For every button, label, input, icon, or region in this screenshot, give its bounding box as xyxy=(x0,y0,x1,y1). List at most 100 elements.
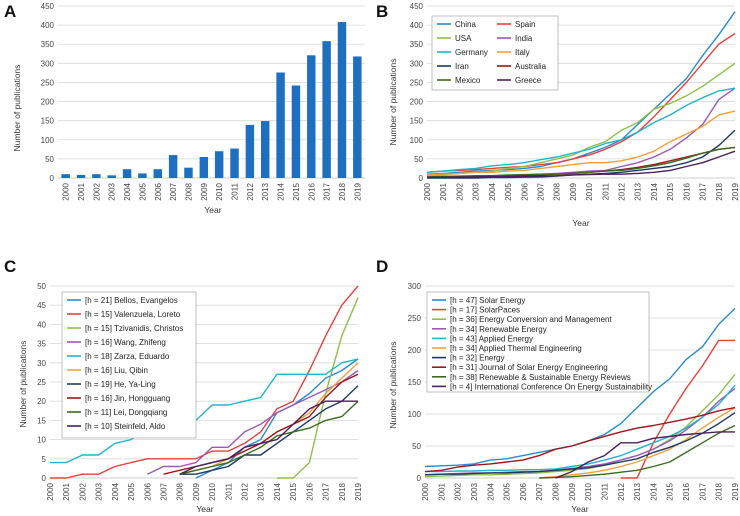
panel-d-xtick: 2001 xyxy=(437,482,446,500)
panel-c-xtick: 2001 xyxy=(62,482,71,500)
legend-label: Spain xyxy=(515,20,535,29)
panel-a-xtick: 2014 xyxy=(277,182,286,200)
series-line-steinfeld-aldo xyxy=(179,400,358,475)
panel-b-xtick: 2003 xyxy=(472,182,481,200)
bar-2014 xyxy=(276,72,285,178)
series-line-energy xyxy=(424,412,736,476)
panel-d-xtick: 2008 xyxy=(552,482,561,500)
panel-c-xtick: 2005 xyxy=(127,482,136,500)
panel-b-xtick: 2011 xyxy=(601,182,610,200)
panel-a-xtick: 2001 xyxy=(77,182,86,200)
panel-a-xtick: 2011 xyxy=(231,182,240,200)
bar-2016 xyxy=(307,55,316,178)
panel-c-xtick: 2008 xyxy=(176,482,185,500)
panel-b-xtick: 2019 xyxy=(731,182,740,200)
panel-b-ytick: 300 xyxy=(410,59,424,68)
panel-d-xtick: 2005 xyxy=(503,482,512,500)
legend-label: [h = 16] Wang, Zhifeng xyxy=(85,338,166,347)
panel-a-xtick: 2012 xyxy=(246,182,255,200)
legend-label: [h = 15] Valenzuela, Loreto xyxy=(85,310,181,319)
bar-2017 xyxy=(322,41,331,178)
panel-d-xtick: 2007 xyxy=(535,482,544,500)
legend-label: [h = 18] Zarza, Eduardo xyxy=(85,352,170,361)
bar-2009 xyxy=(199,156,209,178)
panel-b-xtick: 2017 xyxy=(699,182,708,200)
bar-2002 xyxy=(92,174,101,178)
panel-d-xtick: 2012 xyxy=(617,482,626,500)
legend-label: [h = 19] He, Ya-Ling xyxy=(85,380,156,389)
panel-a-ylabel: Number of publications xyxy=(12,65,22,152)
series-line-renewable-sustainable-energy-reviews xyxy=(539,424,736,479)
panel-d-xtick: 2006 xyxy=(519,482,528,500)
panel-d-xtick: 2011 xyxy=(600,482,609,500)
panel-c-xtick: 2016 xyxy=(305,482,314,500)
series-line-italy xyxy=(426,110,736,176)
panel-a-xtick: 2008 xyxy=(184,182,193,200)
panel-b-xtick: 2005 xyxy=(504,182,513,200)
series-line-applied-energy xyxy=(425,384,736,473)
panel-c-ytick: 25 xyxy=(37,378,46,387)
panel-d-ytick: 150 xyxy=(408,378,422,387)
panel-a-letter: A xyxy=(4,2,16,21)
legend-label: [h = 16] Jin, Hongguang xyxy=(85,394,170,403)
panel-c-ytick: 15 xyxy=(37,416,46,425)
panel-a-ytick: 150 xyxy=(41,117,55,126)
panel-d-xtick: 2002 xyxy=(454,482,463,500)
panel-a-xtick: 2015 xyxy=(292,182,301,200)
series-line-journal-of-solar-energy-engineering xyxy=(424,406,736,473)
panel-d-xtick: 2016 xyxy=(682,482,691,500)
panel-d-ytick: 250 xyxy=(408,314,422,323)
legend-label: Iran xyxy=(455,62,469,71)
bar-2018 xyxy=(337,22,347,179)
panel-b-xtick: 2007 xyxy=(536,182,545,200)
panel-b-ytick: 200 xyxy=(410,98,424,107)
panel-b-xtick: 2004 xyxy=(488,182,497,200)
panel-b-ytick: 350 xyxy=(410,40,424,49)
series-line-international-conference-on-energy-sustainability xyxy=(555,431,735,479)
legend-label: Australia xyxy=(515,62,547,71)
legend-label: [h = 34] Applied Thermal Engineering xyxy=(450,344,582,353)
panel-c-letter: C xyxy=(4,257,16,276)
panel-c-xtick: 2014 xyxy=(273,482,282,500)
panel-d-xtick: 2010 xyxy=(584,482,593,500)
panel-d-xlabel: Year xyxy=(571,504,588,514)
series-line-mexico xyxy=(426,146,736,178)
panel-a-ytick: 50 xyxy=(45,155,54,164)
panel-a-ytick: 450 xyxy=(41,2,55,11)
panel-a-xtick: 2013 xyxy=(261,182,270,200)
panel-a-xtick: 2007 xyxy=(169,182,178,200)
panel-a-xtick: 2000 xyxy=(62,182,71,200)
panel-c-ylabel: Number of publications xyxy=(18,341,28,428)
panel-b-xtick: 2002 xyxy=(455,182,464,200)
series-line-renewable-energy xyxy=(424,387,736,476)
panel-c-xtick: 2009 xyxy=(192,482,201,500)
panel-a-ytick: 350 xyxy=(41,40,55,49)
panel-d-xtick: 2015 xyxy=(666,482,675,500)
panel-b-xtick: 2008 xyxy=(553,182,562,200)
panel-a-ytick: 0 xyxy=(50,174,55,183)
bar-2008 xyxy=(184,167,193,178)
legend-label: China xyxy=(455,20,476,29)
panel-a: A 0 50 100 150 200 250 300 350 400 450 2000 2001 200… xyxy=(4,2,365,215)
series-line-tzivanidis-christos xyxy=(276,297,359,479)
bar-2011 xyxy=(230,148,239,178)
series-line-wang-zhifeng xyxy=(146,369,359,475)
panel-c: C 0 5 10 15 20 25 30 35 40 45 50 2000 2001 2002 2003 20… xyxy=(4,257,363,514)
panel-b-ytick: 50 xyxy=(414,155,423,164)
legend-label: [h = 16] Liu, Qibin xyxy=(85,366,148,375)
legend-label: [h = 21] Bellos, Evangelos xyxy=(85,296,178,305)
panel-b-xtick: 2006 xyxy=(520,182,529,200)
panel-b-ytick: 450 xyxy=(410,2,424,11)
panel-c-xtick: 2010 xyxy=(208,482,217,500)
panel-a-xtick: 2009 xyxy=(200,182,209,200)
panel-c-xtick: 2018 xyxy=(338,482,347,500)
bar-2007 xyxy=(168,155,178,178)
panel-a-xtick: 2004 xyxy=(123,182,132,200)
series-line-china xyxy=(426,11,736,175)
panel-d-ytick: 0 xyxy=(417,474,422,483)
panel-c-ytick: 20 xyxy=(37,397,46,406)
legend-label: [h = 38] Renewable & Sustainable Energy … xyxy=(450,373,631,382)
legend-label: [h = 15] Tzivanidis, Christos xyxy=(85,324,183,333)
panel-c-ytick: 5 xyxy=(42,455,47,464)
